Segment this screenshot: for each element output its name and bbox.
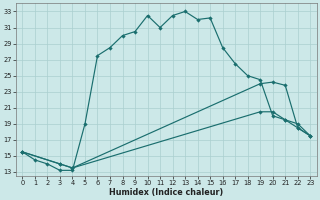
X-axis label: Humidex (Indice chaleur): Humidex (Indice chaleur) — [109, 188, 223, 197]
